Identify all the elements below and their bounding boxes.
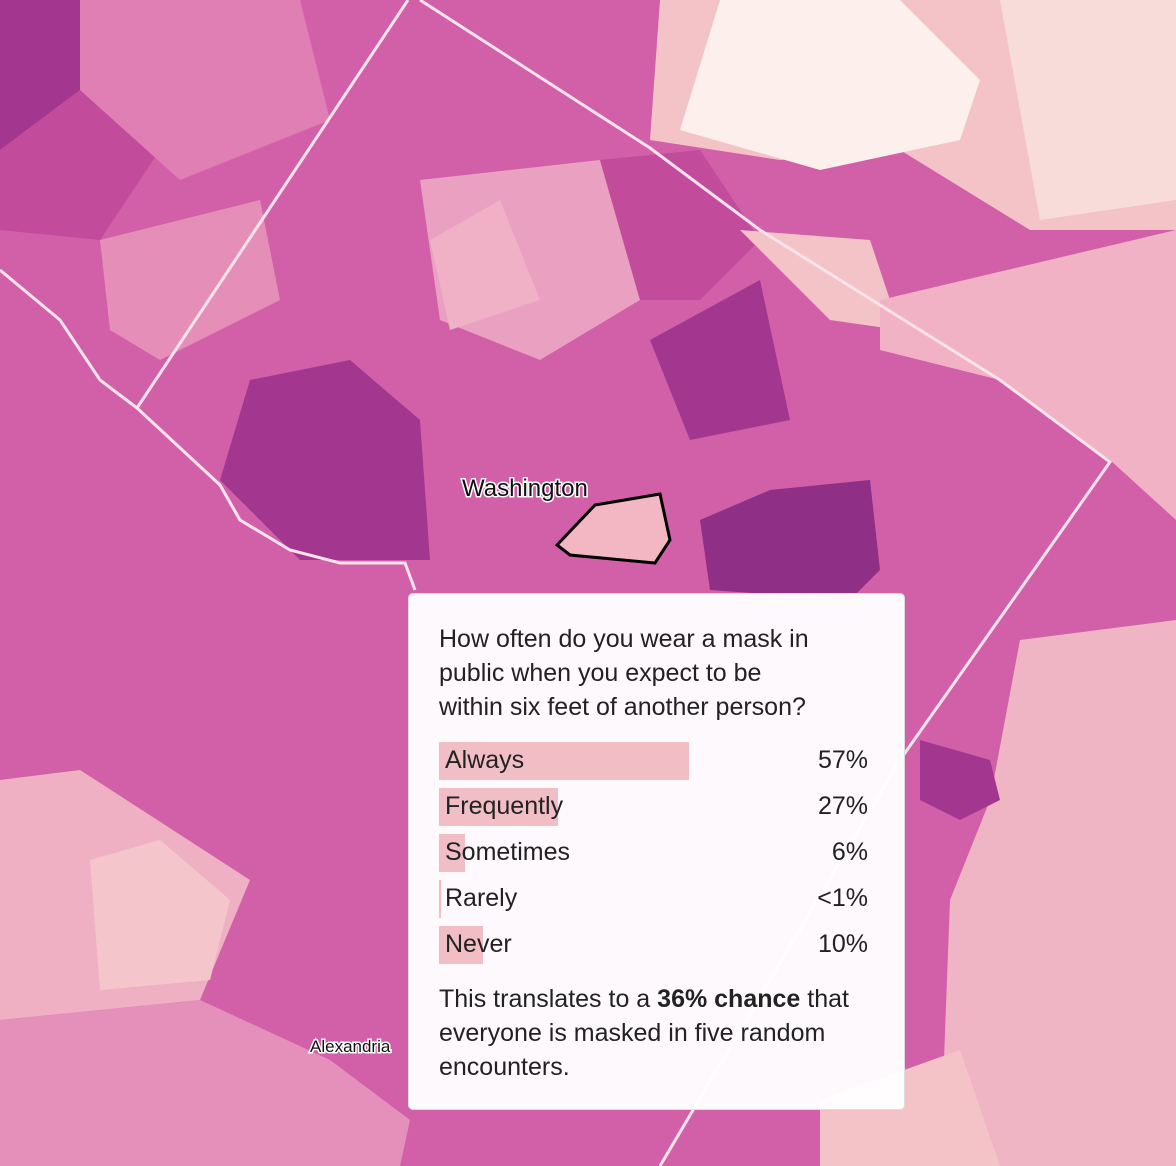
answer-row: Frequently 27% xyxy=(439,784,874,830)
region xyxy=(0,0,90,150)
bar xyxy=(439,834,466,872)
bar xyxy=(439,742,690,780)
summary-bold: 36% chance xyxy=(657,985,801,1013)
summary-text: that everyone is masked in five random e… xyxy=(439,985,849,1081)
question-line: within six feet of another person? xyxy=(439,693,806,721)
region xyxy=(600,150,760,300)
answer-label: Frequently xyxy=(445,792,564,820)
region xyxy=(700,480,880,600)
region xyxy=(100,200,280,360)
bar xyxy=(439,926,483,964)
region xyxy=(0,90,160,240)
answer-list: Always 57% Frequently 27% Sometimes 6% Rarely <… xyxy=(439,738,874,968)
answer-value: <1% xyxy=(817,884,868,912)
region xyxy=(650,280,790,440)
region xyxy=(880,230,1176,520)
region xyxy=(90,840,230,990)
answer-row: Rarely <1% xyxy=(439,876,874,922)
region xyxy=(80,0,330,180)
region xyxy=(1000,0,1176,220)
selected-area[interactable] xyxy=(554,492,672,565)
question: How often do you wear a mask in public wh… xyxy=(439,622,874,724)
answer-label: Rarely xyxy=(445,884,518,912)
region xyxy=(740,230,900,330)
boundary xyxy=(135,0,417,591)
answer-row: Never 10% xyxy=(439,922,874,968)
answer-row: Sometimes 6% xyxy=(439,830,874,876)
city-label: Alexandria xyxy=(310,1037,391,1056)
region xyxy=(920,740,1000,820)
region xyxy=(0,1000,410,1166)
city-label: Washington xyxy=(462,475,588,502)
region xyxy=(680,0,980,170)
river xyxy=(0,268,138,410)
bar xyxy=(439,880,442,918)
region xyxy=(220,360,430,560)
answer-value: 10% xyxy=(817,930,868,958)
answer-value: 6% xyxy=(831,838,868,866)
question-line: How often do you wear a mask in xyxy=(439,625,809,653)
question-line: public when you expect to be xyxy=(439,659,762,687)
answer-label: Never xyxy=(445,930,512,958)
region xyxy=(820,1050,1000,1166)
bar xyxy=(439,788,558,826)
region xyxy=(940,620,1176,1166)
summary-text: This translates to a xyxy=(439,985,651,1013)
answer-label: Sometimes xyxy=(445,838,571,866)
answer-label: Always xyxy=(445,746,525,774)
tooltip: How often do you wear a mask in public wh… xyxy=(408,593,905,1110)
answer-row: Always 57% xyxy=(439,738,874,784)
summary: This translates to a 36% chance that eve… xyxy=(439,982,874,1084)
answer-value: 27% xyxy=(817,792,868,820)
answer-value: 57% xyxy=(817,746,868,774)
region xyxy=(430,200,540,330)
